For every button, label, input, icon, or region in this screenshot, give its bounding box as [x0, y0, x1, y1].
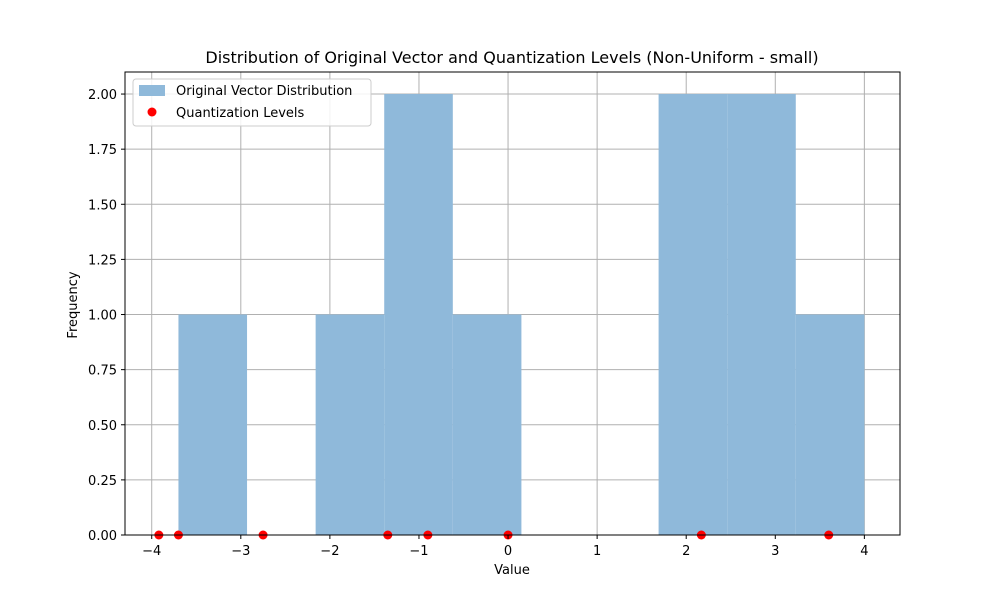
histogram-bar: [452, 314, 522, 535]
chart-title: Distribution of Original Vector and Quan…: [205, 48, 818, 67]
y-tick-label: 0.00: [88, 529, 117, 544]
y-tick-label: 0.75: [88, 364, 117, 379]
y-tick-label: 0.25: [88, 474, 117, 489]
histogram-bar: [384, 94, 453, 536]
legend-label-quantization: Quantization Levels: [176, 106, 305, 121]
legend-box: [132, 78, 372, 127]
x-tick-label: 1: [593, 544, 601, 559]
y-tick-label: 0.50: [88, 419, 117, 434]
y-tick-label: 1.75: [88, 143, 117, 158]
legend: Original Vector Distribution Quantizatio…: [132, 78, 372, 127]
y-axis-ticks: 0.00 0.25 0.50 0.75 1.00 1.25 1.50 1.75 2.00: [88, 88, 125, 544]
x-tick-label: −1: [409, 544, 428, 559]
histogram-bar: [178, 314, 248, 535]
legend-label-histogram: Original Vector Distribution: [176, 84, 352, 99]
x-axis-label: Value: [494, 563, 530, 578]
x-tick-label: −4: [142, 544, 161, 559]
x-tick-label: 4: [860, 544, 868, 559]
histogram-bar: [658, 94, 728, 536]
legend-swatch-histogram: [139, 85, 165, 96]
y-tick-label: 1.50: [88, 198, 117, 213]
legend-marker-quantization: [147, 107, 157, 117]
y-tick-label: 1.25: [88, 253, 117, 268]
histogram-bar: [795, 314, 865, 535]
y-tick-label: 1.00: [88, 309, 117, 324]
histogram-bars: [178, 94, 865, 536]
x-tick-label: 0: [504, 544, 512, 559]
plot-frame: [124, 71, 901, 536]
histogram-bar: [315, 314, 385, 535]
histogram-bar: [727, 94, 796, 536]
x-axis-ticks: −4 −3 −2 −1 0 1 2 3 4: [142, 535, 869, 559]
x-tick-label: 2: [682, 544, 690, 559]
y-axis-label: Frequency: [66, 271, 81, 338]
x-tick-label: 3: [771, 544, 779, 559]
x-tick-label: −3: [231, 544, 250, 559]
y-tick-label: 2.00: [88, 88, 117, 103]
x-tick-label: −2: [320, 544, 339, 559]
